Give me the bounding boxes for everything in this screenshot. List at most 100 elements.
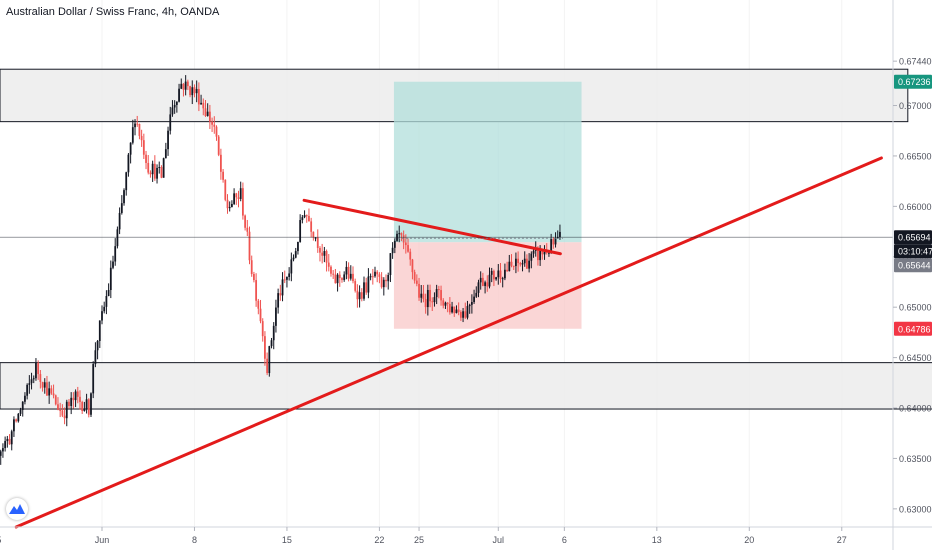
candle-body (109, 267, 112, 291)
candle-body (32, 378, 35, 380)
candle-body (429, 289, 431, 302)
candle-body (497, 270, 500, 278)
candle-body (420, 293, 423, 298)
candle-body (367, 276, 370, 293)
candle-body (532, 250, 535, 254)
candle-body (554, 238, 557, 245)
candle-body (354, 281, 357, 291)
candle-body (239, 188, 242, 199)
candle-body (559, 231, 561, 237)
candle-body (197, 88, 200, 105)
price-tick-label: 0.65000 (899, 303, 932, 313)
candle-body (537, 249, 539, 261)
candle-body (504, 269, 506, 279)
trendline (14, 156, 883, 529)
candle-body (142, 140, 145, 155)
candle-body (114, 246, 117, 262)
candle-body (195, 88, 198, 94)
candle-body (334, 274, 337, 284)
target-price-badge: 0.67236 (898, 77, 931, 87)
candle-body (96, 340, 99, 351)
current-price-badge: 0.65694 (898, 233, 931, 243)
candle-body (409, 251, 412, 260)
candle-body (6, 438, 9, 442)
target-price-badge-bg (894, 74, 932, 89)
candle-body (415, 280, 418, 284)
candle-body (147, 162, 150, 173)
candle-body (495, 277, 497, 280)
candle-body (464, 311, 467, 318)
candle-body (526, 258, 528, 269)
time-tick-label: 13 (652, 535, 662, 545)
candle-body (268, 346, 271, 374)
candle-body (506, 269, 509, 272)
profit-zone (393, 81, 582, 243)
candle-body (508, 261, 511, 272)
candle-body (400, 233, 403, 236)
candle-body (468, 304, 471, 307)
candle-body (473, 296, 475, 303)
stop-price-badge-bg (894, 321, 932, 336)
candle-body (444, 302, 447, 306)
candle-body (134, 123, 136, 128)
candle-body (404, 242, 407, 246)
candle-body (459, 311, 462, 318)
price-axis-badges: 0.67236 0.65694 03:10:47 0.65644 0.64786 (894, 74, 932, 336)
time-axis[interactable]: 25 Jun 8 15 22 25 Jul 6 13 20 27 (0, 526, 932, 545)
candle-body (466, 306, 469, 318)
candle-body (21, 401, 24, 410)
candle-body (4, 441, 7, 449)
candle-body (237, 197, 240, 199)
candle-body (70, 397, 73, 406)
long-position-tool[interactable] (393, 81, 582, 329)
candle-body (462, 311, 464, 318)
candle-body (215, 126, 218, 137)
candle-body (74, 391, 77, 401)
candle-body (85, 399, 88, 409)
candle-body (125, 172, 128, 191)
stop-price-badge: 0.64786 (898, 324, 931, 334)
candle-body (275, 307, 277, 326)
candle-body (552, 239, 555, 245)
candle-body (72, 397, 75, 401)
candle-body (286, 276, 288, 280)
current-price-line (0, 236, 893, 239)
candle-body (48, 388, 51, 396)
candle-body (63, 415, 66, 419)
candle-body (374, 271, 376, 277)
candle-body (475, 292, 478, 297)
candle-body (52, 393, 55, 396)
candle-body (253, 274, 255, 281)
candle-body (290, 259, 293, 274)
candle-body (107, 290, 110, 297)
candle-body (101, 311, 103, 321)
price-tick-label: 0.63000 (899, 504, 932, 514)
candle-body (343, 274, 346, 280)
time-tick-label: 8 (192, 535, 197, 545)
candle-body (156, 167, 158, 179)
candle-body (279, 293, 282, 296)
tradingview-logo[interactable] (6, 498, 28, 520)
candle-body (222, 171, 224, 180)
candle-body (173, 104, 176, 108)
candle-body (140, 135, 143, 141)
candle-body (242, 188, 244, 216)
candle-body (440, 290, 442, 301)
candle-body (266, 358, 269, 374)
candle-body (158, 167, 161, 169)
candle-body (323, 251, 326, 256)
candle-body (330, 266, 332, 274)
candle-body (341, 278, 343, 280)
candle-body (365, 282, 368, 293)
candle-body (79, 396, 81, 402)
candle-body (204, 108, 207, 116)
price-tick-label: 0.66000 (899, 202, 932, 212)
candle-body (519, 263, 522, 265)
candle-body (261, 321, 264, 337)
trendlines[interactable] (14, 156, 883, 529)
candle-body (303, 215, 306, 218)
candle-body (19, 409, 22, 414)
candle-body (248, 231, 251, 261)
